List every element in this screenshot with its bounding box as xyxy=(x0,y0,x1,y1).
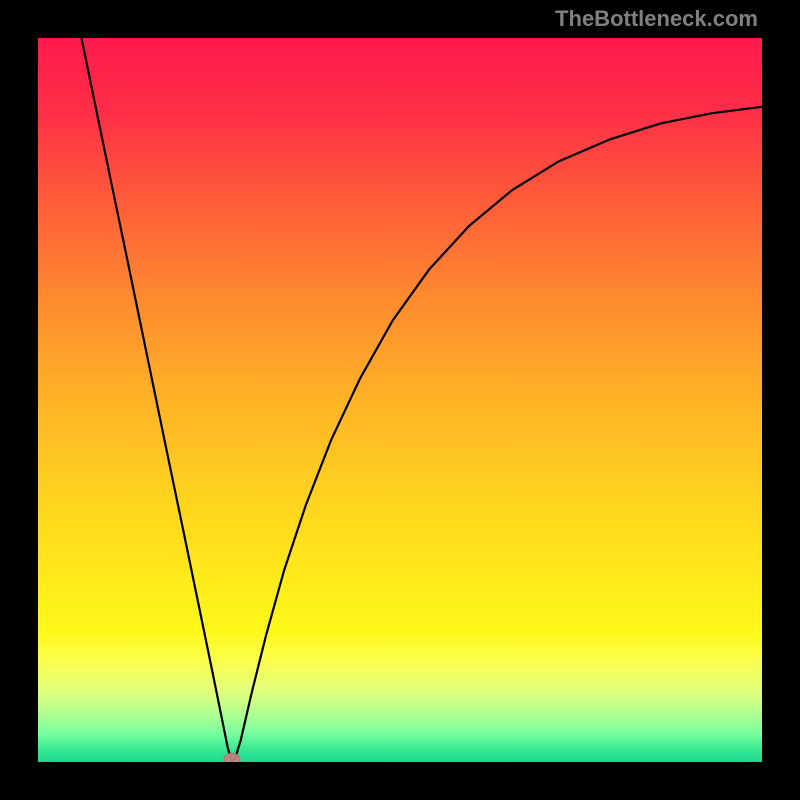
minimum-marker xyxy=(224,753,240,762)
plot-area xyxy=(38,38,762,762)
frame-left xyxy=(0,0,38,800)
chart-svg xyxy=(38,38,762,762)
frame-bottom xyxy=(0,762,800,800)
watermark-text: TheBottleneck.com xyxy=(555,6,758,32)
chart-background xyxy=(38,38,762,762)
frame-right xyxy=(762,0,800,800)
